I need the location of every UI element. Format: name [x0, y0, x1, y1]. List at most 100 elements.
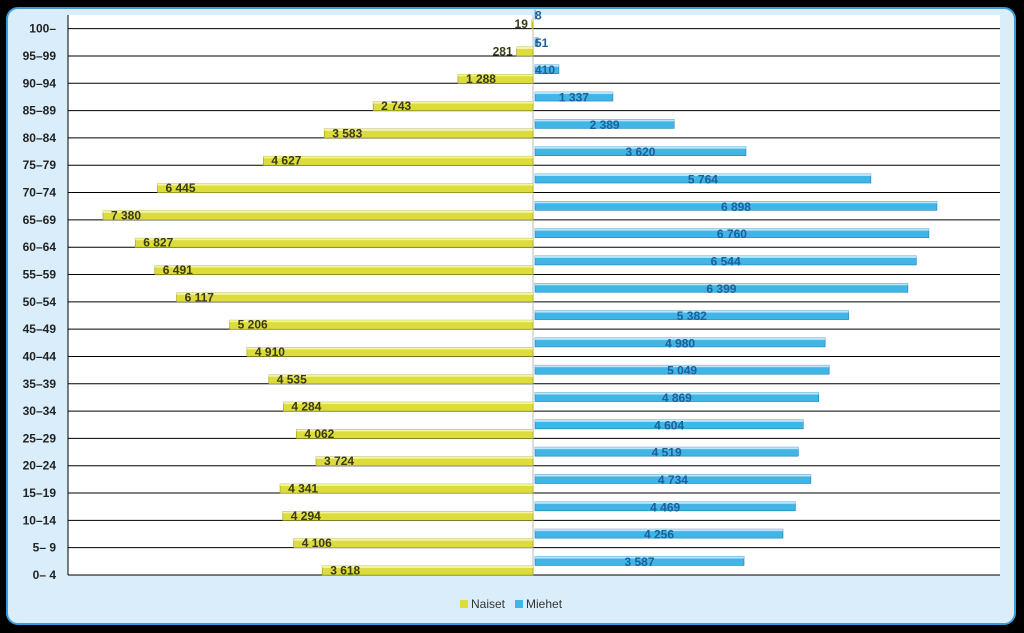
category-tick-label: 35–39	[23, 377, 57, 391]
bar-miehet-highlight	[535, 37, 538, 40]
data-label-miehet: 6 760	[717, 227, 747, 241]
category-tick-label: 90–94	[23, 76, 57, 90]
data-label-naiset: 6 491	[163, 263, 193, 277]
data-label-naiset: 4 910	[255, 345, 285, 359]
data-label-naiset: 4 341	[288, 482, 318, 496]
data-label-miehet: 5 049	[667, 364, 697, 378]
bar-naiset-highlight	[373, 101, 533, 104]
category-tick-label: 15–19	[23, 486, 57, 500]
bar-miehet-highlight	[535, 92, 613, 95]
category-tick-label: 85–89	[23, 104, 57, 118]
data-label-naiset: 5 206	[238, 318, 268, 332]
data-label-naiset: 3 583	[332, 126, 362, 140]
data-label-naiset: 3 724	[324, 454, 354, 468]
data-label-miehet: 4 519	[652, 446, 682, 460]
bar-miehet-highlight	[535, 447, 799, 450]
bar-miehet-highlight	[535, 228, 929, 231]
category-tick-label: 45–49	[23, 322, 57, 336]
data-label-naiset: 2 743	[381, 99, 411, 113]
category-tick-label: 20–24	[23, 459, 57, 473]
data-label-naiset: 4 284	[291, 400, 321, 414]
category-tick-label: 95–99	[23, 49, 57, 63]
bar-miehet-highlight	[535, 146, 746, 149]
legend-swatch-naiset	[460, 600, 468, 608]
bar-naiset-highlight	[293, 538, 533, 541]
data-label-naiset: 6 827	[143, 236, 173, 250]
bar-naiset-highlight	[283, 402, 533, 405]
bar-naiset-highlight	[154, 265, 533, 268]
category-tick-label: 80–84	[23, 131, 57, 145]
legend-item-naiset: Naiset	[460, 597, 505, 611]
data-label-naiset: 4 535	[277, 372, 307, 386]
category-tick-label: 60–64	[23, 240, 57, 254]
bar-miehet-highlight	[535, 529, 783, 532]
data-label-naiset: 7 380	[111, 208, 141, 222]
bar-naiset-highlight	[263, 156, 533, 159]
bar-naiset-highlight	[457, 74, 533, 77]
bar-miehet-highlight	[535, 474, 811, 477]
category-tick-label: 10–14	[23, 513, 57, 527]
bar-naiset-highlight	[229, 320, 533, 323]
bar-naiset-highlight	[268, 374, 533, 377]
bar-miehet-highlight	[535, 337, 826, 340]
data-label-naiset: 3 618	[330, 564, 360, 578]
bar-naiset-highlight	[246, 347, 533, 350]
data-label-naiset: 19	[515, 17, 529, 31]
bar-miehet-highlight	[535, 556, 744, 559]
data-label-miehet: 4 604	[654, 418, 684, 432]
category-tick-label: 75–79	[23, 158, 57, 172]
data-label-miehet: 4 869	[662, 391, 692, 405]
data-label-miehet: 4 734	[658, 473, 688, 487]
data-label-miehet: 6 544	[711, 254, 741, 268]
legend-label-naiset: Naiset	[471, 597, 506, 611]
bar-naiset-highlight	[280, 484, 533, 487]
data-label-miehet: 4 469	[650, 500, 680, 514]
bar-naiset-highlight	[516, 46, 533, 49]
data-label-naiset: 4 627	[271, 154, 301, 168]
data-label-miehet: 6 399	[706, 282, 736, 296]
bar-naiset-highlight	[176, 292, 534, 295]
data-label-miehet: 5 382	[677, 309, 707, 323]
bar-naiset-highlight	[324, 128, 533, 131]
data-label-miehet: 3 620	[625, 145, 655, 159]
bar-miehet-highlight	[535, 201, 937, 204]
category-tick-label: 100–	[29, 22, 56, 36]
data-label-naiset: 281	[493, 44, 513, 58]
category-tick-label: 25–29	[23, 431, 57, 445]
bar-naiset-highlight	[316, 456, 533, 459]
bar-miehet-highlight	[535, 64, 559, 67]
bar-miehet-highlight	[535, 501, 796, 504]
bar-naiset-highlight	[531, 19, 533, 22]
bar-miehet-highlight	[535, 419, 804, 422]
category-tick-label: 50–54	[23, 295, 57, 309]
category-tick-label: 70–74	[23, 186, 57, 200]
category-tick-label: 55–59	[23, 268, 57, 282]
legend-swatch-miehet	[515, 600, 524, 608]
data-label-naiset: 4 106	[302, 536, 332, 550]
bar-naiset-highlight	[135, 238, 533, 241]
bar-naiset-highlight	[282, 511, 533, 514]
bar-miehet-highlight	[535, 365, 830, 368]
data-label-miehet: 410	[535, 63, 555, 77]
bar-miehet-highlight	[535, 310, 849, 313]
bar-miehet-highlight	[535, 174, 871, 176]
data-label-naiset: 6 117	[185, 290, 215, 304]
category-tick-label: 30–34	[23, 404, 57, 418]
category-tick-label: 5– 9	[33, 541, 57, 555]
bar-miehet-highlight	[535, 283, 908, 286]
data-label-naiset: 6 445	[165, 181, 195, 195]
category-tick-label: 40–44	[23, 349, 57, 363]
data-label-miehet: 4 980	[665, 336, 695, 350]
bar-naiset-highlight	[296, 429, 533, 432]
bar-miehet-highlight	[535, 392, 819, 395]
data-label-miehet: 1 337	[559, 91, 589, 105]
data-label-miehet: 2 389	[590, 118, 620, 132]
data-label-miehet: 5 764	[688, 173, 718, 187]
bar-miehet-highlight	[535, 119, 675, 122]
legend: Naiset Miehet	[460, 597, 562, 611]
legend-label-miehet: Miehet	[526, 597, 563, 611]
data-label-miehet: 3 587	[624, 555, 654, 569]
data-label-naiset: 4 294	[291, 509, 321, 523]
bar-miehet-highlight	[535, 255, 917, 258]
